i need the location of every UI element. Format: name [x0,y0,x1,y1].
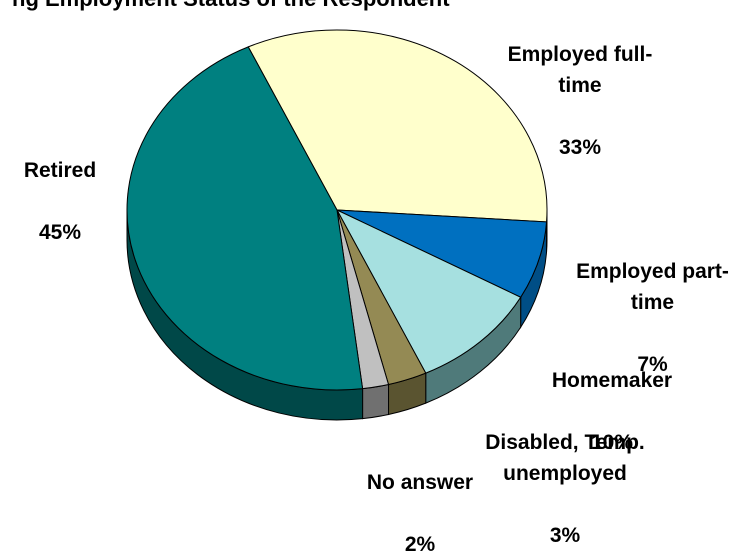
label-text: Employed full- time [508,43,653,97]
label-no-answer: No answer 2% [350,436,490,560]
label-employed-full-time: Employed full- time 33% [490,8,670,163]
pie-side-4 [363,385,389,419]
label-value: 45% [39,221,81,244]
label-value: 2% [405,533,435,556]
pie-chart: ng Employment Status of the Respondent E… [0,0,755,498]
label-value: 3% [550,524,580,547]
label-value: 33% [559,136,601,159]
label-text: Homemaker [552,369,672,392]
pie-top [127,30,547,390]
label-retired: Retired 45% [0,124,120,248]
label-text: Retired [24,159,96,182]
label-text: Disabled, Temp. unemployed [485,431,644,485]
label-disabled-temp-unemployed: Disabled, Temp. unemployed 3% [465,396,665,551]
label-text: No answer [367,471,473,494]
label-text: Employed part- time [576,260,729,314]
